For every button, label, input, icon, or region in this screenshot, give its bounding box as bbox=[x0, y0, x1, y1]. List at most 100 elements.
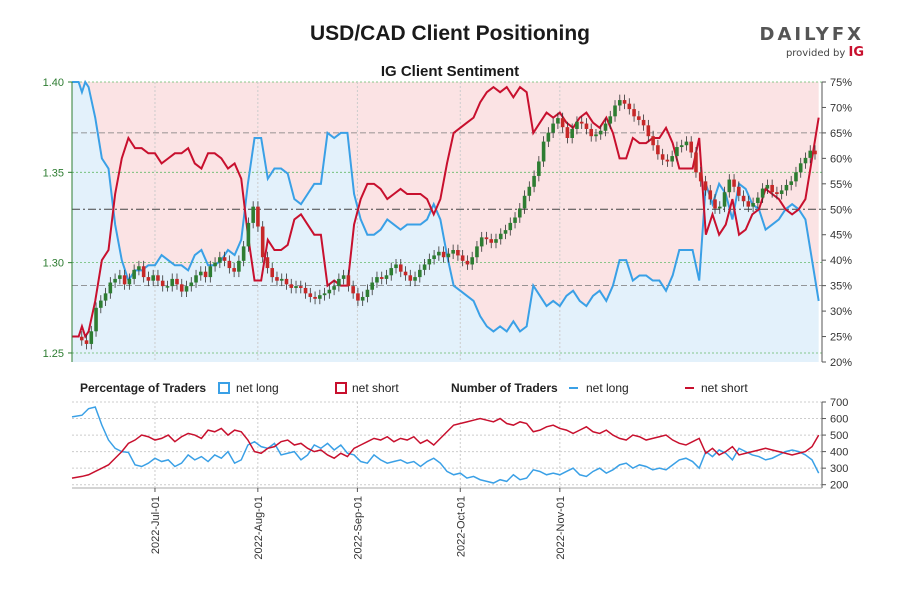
logo-brand: DAILYFX bbox=[759, 24, 864, 45]
candle-body bbox=[546, 132, 551, 142]
candle-body bbox=[651, 136, 655, 146]
candle-body bbox=[79, 336, 84, 341]
candle-body bbox=[198, 271, 203, 276]
candle-body bbox=[498, 233, 503, 240]
candle-body bbox=[241, 246, 246, 261]
candle-body bbox=[756, 197, 760, 204]
candle-body bbox=[160, 280, 165, 287]
right-tick-label: 55% bbox=[830, 179, 852, 191]
x-tick-label: 2022-Jul-01 bbox=[150, 496, 162, 554]
candle-body bbox=[260, 226, 265, 258]
legend-pct-long-label: net long bbox=[236, 381, 279, 395]
candle-body bbox=[294, 286, 298, 288]
bottom-tick-label: 500 bbox=[830, 430, 848, 442]
candle-body bbox=[556, 118, 560, 124]
candle-body bbox=[84, 340, 89, 344]
candle-body bbox=[184, 286, 189, 292]
candle-body bbox=[632, 109, 636, 117]
candle-body bbox=[589, 128, 594, 137]
candle-body bbox=[298, 286, 303, 288]
candle-body bbox=[737, 186, 741, 196]
candle-body bbox=[694, 152, 698, 173]
candle-body bbox=[775, 192, 779, 194]
right-tick-label: 25% bbox=[830, 332, 852, 344]
candle-body bbox=[156, 275, 160, 281]
candle-body bbox=[389, 268, 394, 276]
candle-body bbox=[370, 282, 374, 290]
candle-body bbox=[175, 278, 179, 285]
candle-body bbox=[518, 208, 522, 218]
candle-body bbox=[760, 188, 765, 198]
candle-body bbox=[346, 275, 351, 287]
candle-body bbox=[789, 181, 793, 185]
candle-body bbox=[108, 282, 113, 294]
count-net-long-line bbox=[71, 406, 820, 484]
candle-body bbox=[770, 184, 774, 193]
candle-body bbox=[99, 300, 103, 308]
candle-body bbox=[279, 278, 284, 281]
candle-body bbox=[675, 147, 679, 157]
candle-body bbox=[308, 293, 313, 297]
candle-body bbox=[465, 260, 470, 265]
right-tick-label: 20% bbox=[830, 357, 852, 369]
candle-body bbox=[627, 103, 632, 110]
candle-body bbox=[332, 286, 336, 290]
right-tick-label: 60% bbox=[830, 153, 852, 165]
candle-body bbox=[251, 206, 255, 223]
candle-body bbox=[594, 134, 598, 137]
candle-body bbox=[165, 286, 170, 288]
candle-body bbox=[808, 150, 813, 158]
candle-body bbox=[398, 264, 403, 272]
bottom-tick-label: 300 bbox=[830, 463, 848, 475]
legend-pct-short-label: net short bbox=[352, 381, 399, 395]
net-short-line bbox=[72, 85, 820, 339]
candle-body bbox=[203, 271, 208, 278]
candle-body bbox=[127, 278, 132, 285]
candle-body bbox=[318, 295, 322, 299]
right-tick-label: 50% bbox=[830, 204, 852, 216]
candle-body bbox=[222, 257, 227, 261]
right-tick-label: 40% bbox=[830, 255, 852, 267]
candle-body bbox=[113, 278, 117, 283]
candle-body bbox=[508, 222, 513, 231]
candle-body bbox=[798, 163, 803, 173]
bottom-tick-label: 200 bbox=[830, 480, 848, 492]
candle-body bbox=[275, 277, 279, 281]
candle-body bbox=[584, 123, 589, 129]
bottom-tick-label: 700 bbox=[830, 397, 848, 409]
candle-body bbox=[351, 286, 355, 294]
candle-body bbox=[570, 128, 574, 138]
candle-body bbox=[794, 172, 798, 182]
candle-body bbox=[213, 262, 217, 267]
count-net-short-line bbox=[71, 417, 820, 479]
candle-body bbox=[784, 184, 789, 191]
candle-body bbox=[227, 260, 232, 269]
candle-body bbox=[284, 278, 289, 285]
candle-body bbox=[375, 277, 379, 283]
candle-body bbox=[356, 293, 360, 301]
candle-body bbox=[470, 257, 474, 265]
candle-body bbox=[527, 186, 532, 196]
candle-body bbox=[689, 141, 694, 153]
net-long-line bbox=[72, 79, 820, 333]
candle-body bbox=[622, 100, 627, 104]
right-tick-label: 35% bbox=[830, 281, 852, 293]
candle-body bbox=[765, 184, 770, 189]
candle-body bbox=[413, 277, 417, 281]
candle-body bbox=[151, 275, 155, 281]
candle-body bbox=[698, 172, 703, 182]
candle-body bbox=[684, 141, 689, 146]
candle-body bbox=[289, 284, 294, 288]
candle-body bbox=[237, 260, 241, 272]
candle-body bbox=[598, 130, 603, 135]
candle-body bbox=[522, 195, 527, 209]
candle-body bbox=[441, 251, 446, 258]
candle-body bbox=[494, 239, 498, 243]
legend-num-short-label: net short bbox=[701, 381, 748, 395]
candle-body bbox=[722, 192, 727, 207]
right-tick-label: 70% bbox=[830, 102, 852, 114]
candle-body bbox=[579, 121, 584, 124]
bottom-tick-label: 400 bbox=[830, 447, 848, 459]
candle-body bbox=[408, 275, 413, 281]
legend-pct-short-swatch bbox=[335, 382, 347, 394]
